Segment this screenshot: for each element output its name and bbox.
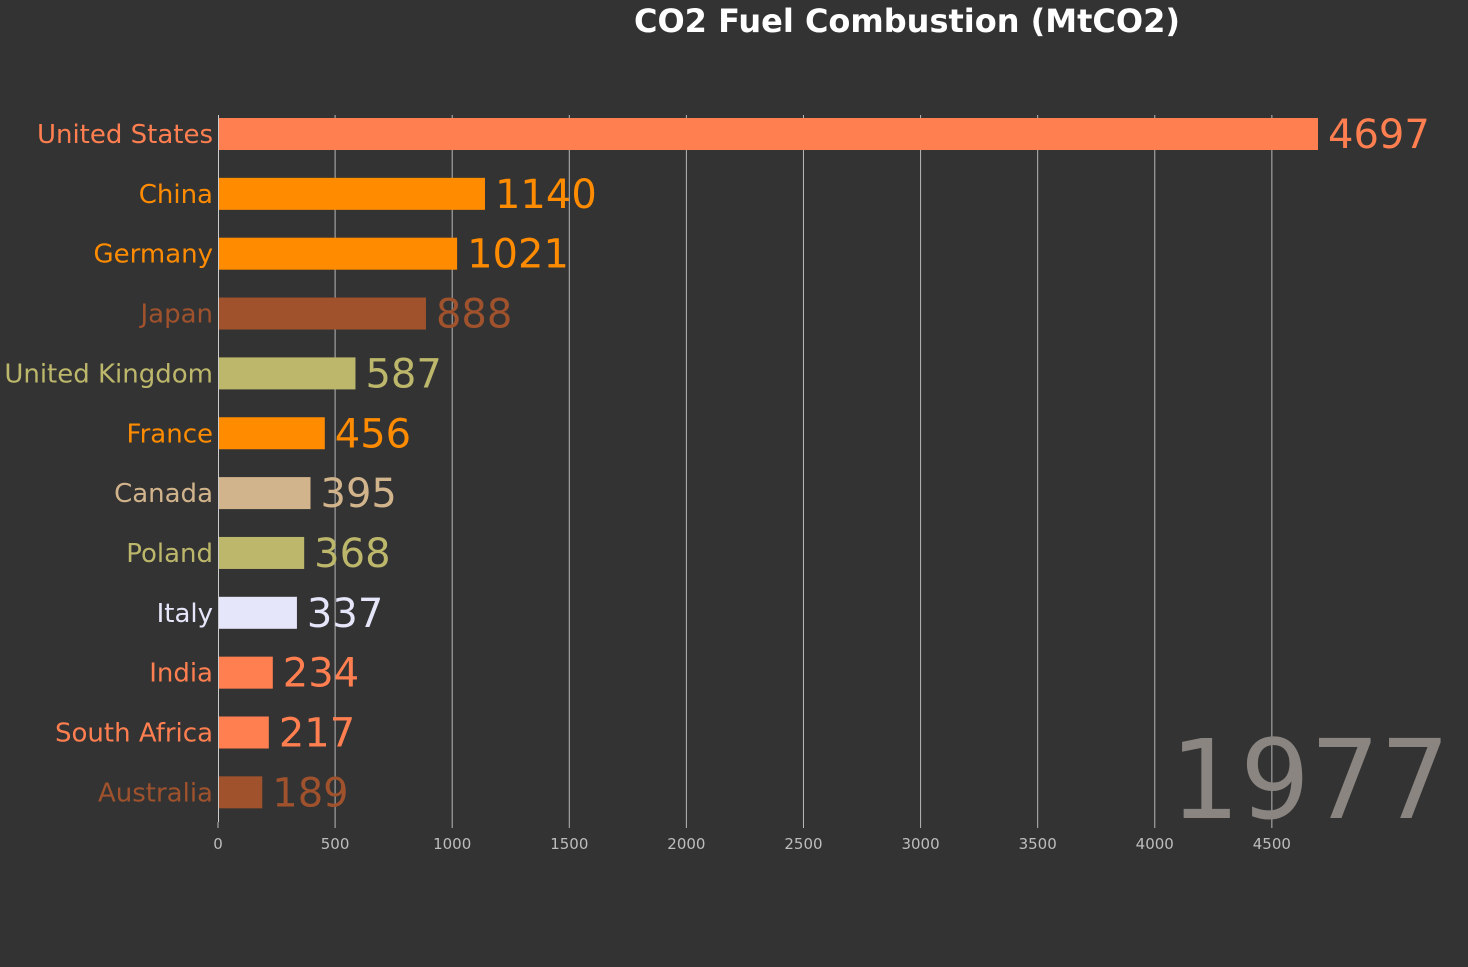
x-tick-label: 4500 [1253,835,1291,853]
value-label: 368 [314,531,390,577]
x-axis-ticks: 0 500 1000 1500 2000 2500 3000 3500 4000 4500 [213,822,1291,853]
x-tick-label: 3000 [901,835,939,853]
value-label: 1140 [495,172,597,218]
bars: United States 4697 China 1140 Germany 1021 Jap… [4,112,1429,816]
value-label: 189 [272,770,348,816]
bar-poland [218,536,305,569]
bar-india [218,656,273,689]
value-label: 587 [365,351,441,397]
value-label: 456 [335,411,411,457]
value-label: 4697 [1328,112,1430,158]
bar-united-states [218,118,1318,150]
x-tick-label: 500 [321,835,350,853]
category-label: France [127,419,213,449]
bar-japan [218,297,426,330]
category-label: Canada [114,479,213,509]
value-label: 1021 [467,232,569,278]
category-label: China [139,180,213,210]
value-label: 395 [321,471,397,517]
bar-italy [218,596,297,629]
x-tick-label: 2000 [667,835,705,853]
category-label: India [149,659,213,689]
x-tick-label: 1000 [433,835,471,853]
category-label: United Kingdom [4,359,213,389]
category-label: Australia [98,778,213,808]
bar-canada [218,477,311,510]
value-label: 888 [436,292,512,338]
x-tick-label: 2500 [784,835,822,853]
category-label: United States [37,120,213,150]
x-tick-label: 0 [213,835,223,853]
value-label: 337 [307,591,383,637]
bar-germany [218,237,458,270]
bar-south-africa [218,716,269,749]
bar-united-kingdom [218,357,356,390]
category-label: Poland [126,539,213,569]
x-tick-label: 1500 [550,835,588,853]
bar-france [218,417,325,450]
grid-lines [334,115,1273,822]
x-tick-label: 3500 [1019,835,1057,853]
value-label: 217 [279,711,355,757]
x-tick-label: 4000 [1136,835,1174,853]
category-label: South Africa [55,719,213,749]
value-label: 234 [283,651,359,697]
bar-china [218,177,485,210]
category-label: Japan [138,300,213,330]
chart-title: CO2 Fuel Combustion (MtCO2) [634,2,1180,40]
category-label: Italy [157,599,213,629]
year-label: 1977 [1170,716,1450,844]
category-label: Germany [93,240,213,270]
bar-australia [218,776,263,809]
